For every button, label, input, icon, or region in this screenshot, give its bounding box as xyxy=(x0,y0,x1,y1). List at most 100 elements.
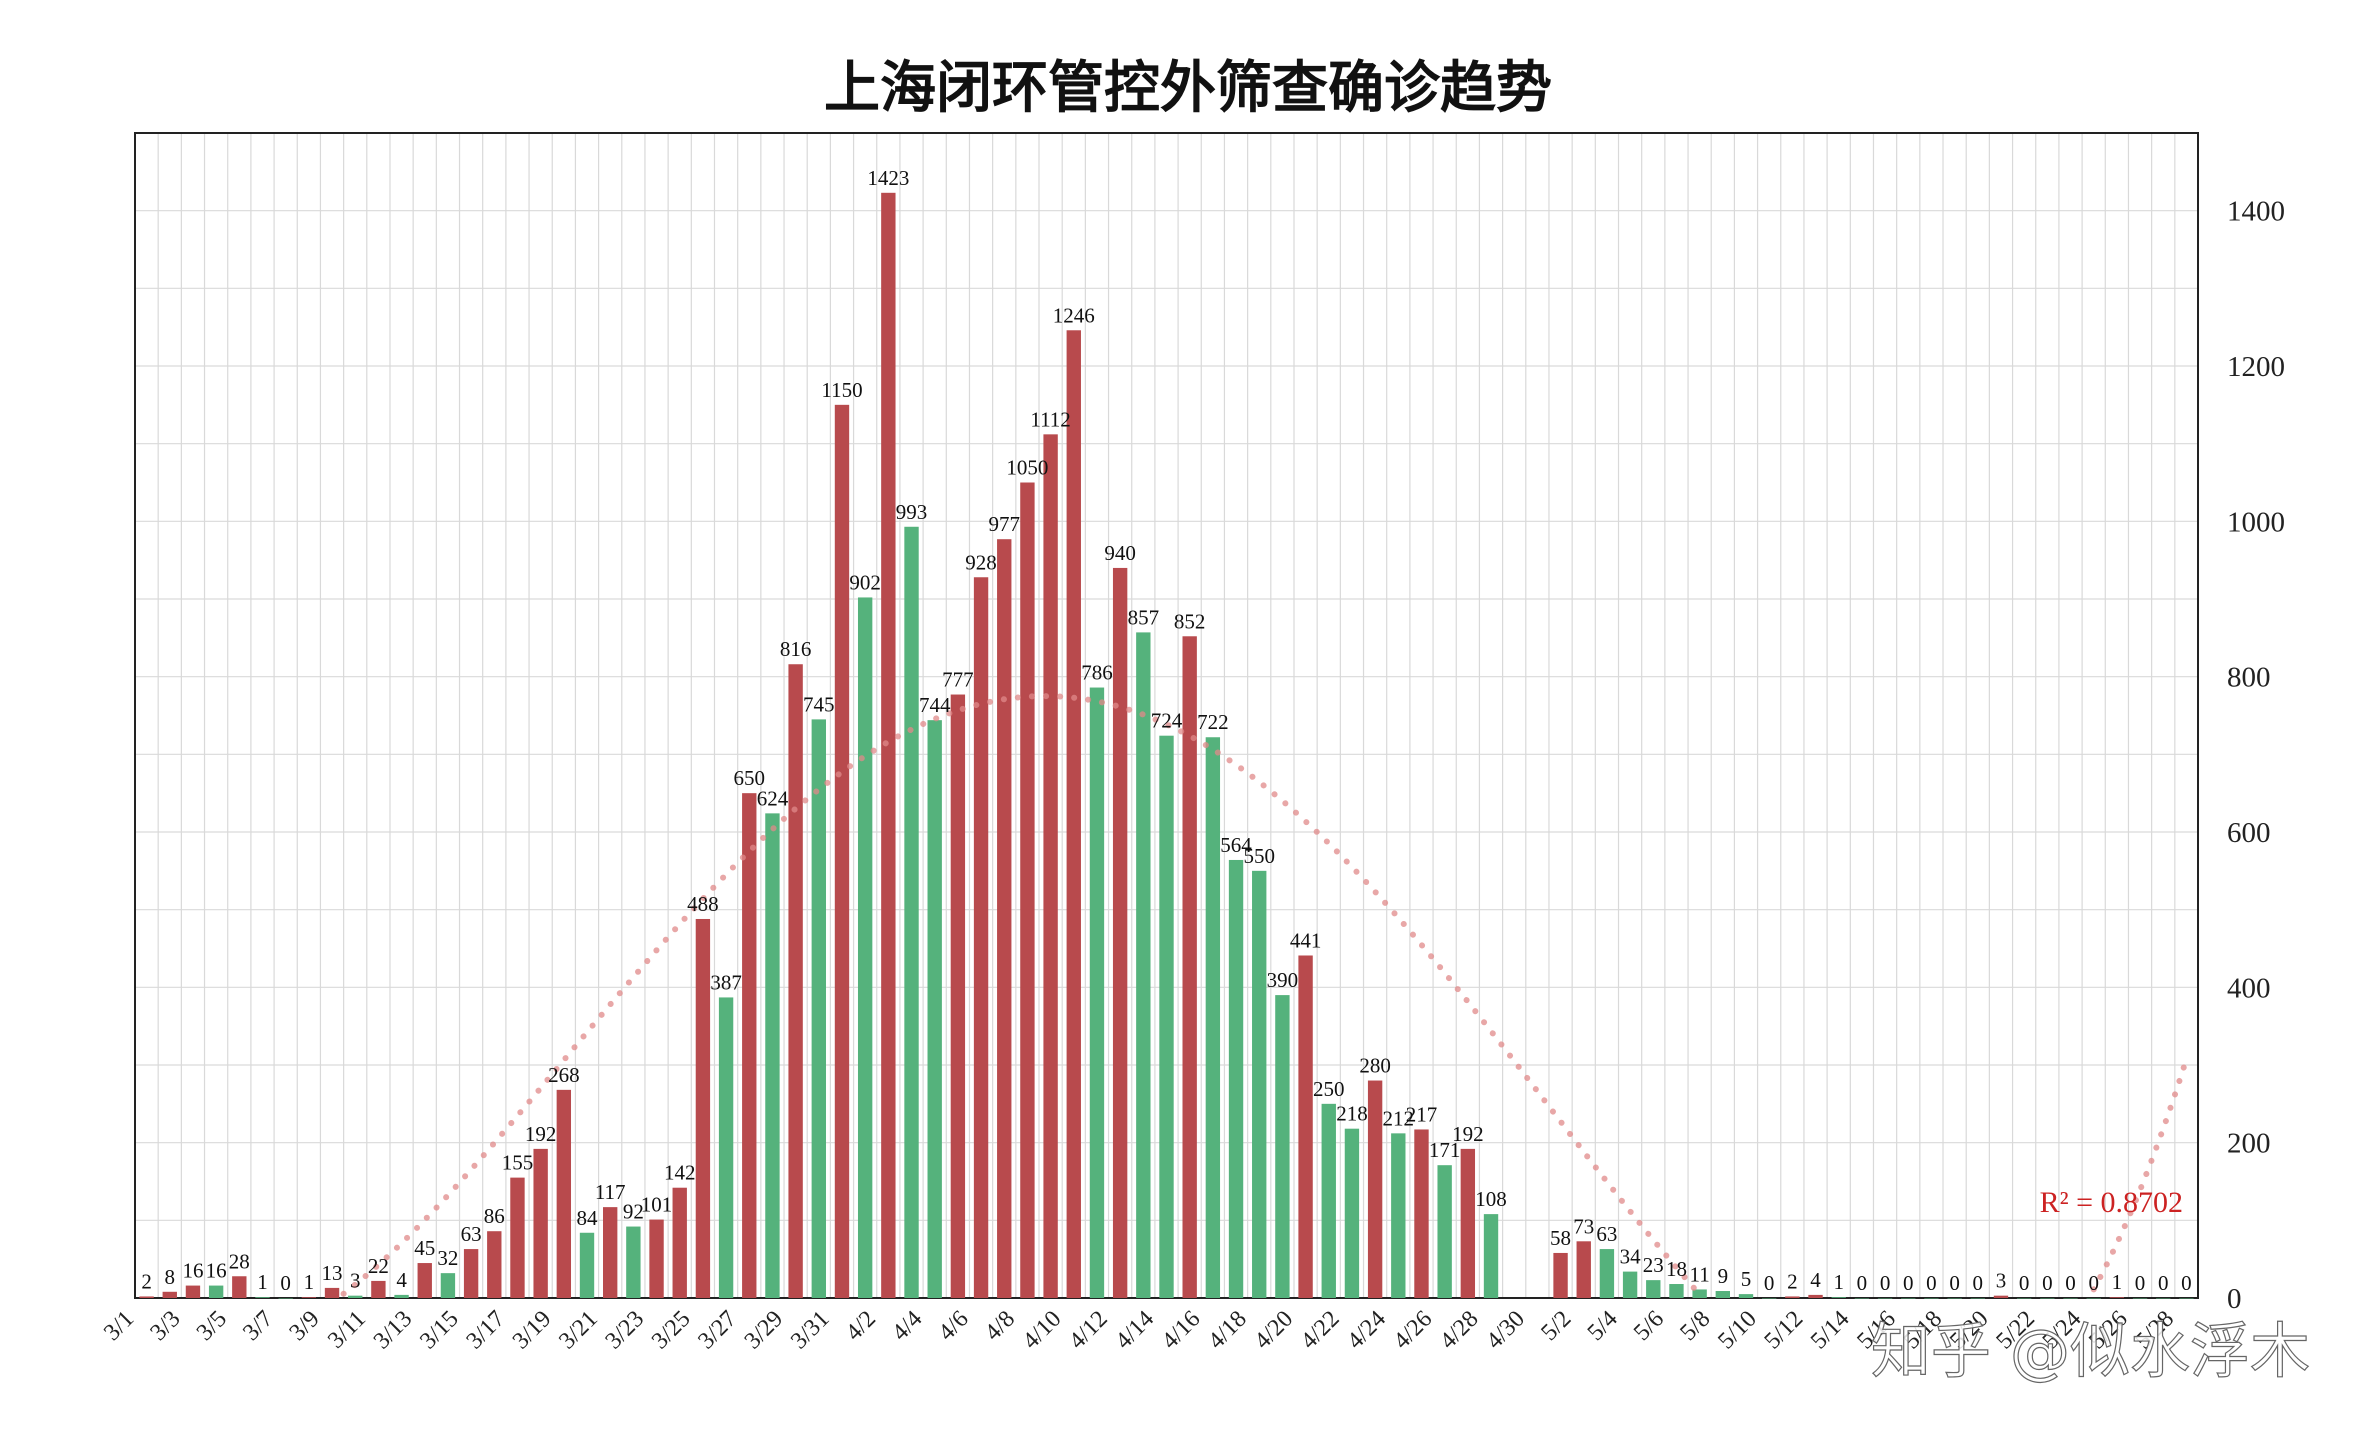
data-label: 744 xyxy=(919,693,951,717)
r-squared-label: R² = 0.8702 xyxy=(2040,1186,2183,1219)
x-tick-label: 4/20 xyxy=(1250,1306,1299,1355)
bar xyxy=(348,1295,363,1298)
data-label: 218 xyxy=(1336,1102,1368,1126)
data-label: 0 xyxy=(1949,1271,1960,1295)
data-label: 63 xyxy=(461,1222,482,1246)
bar xyxy=(463,1249,479,1298)
data-label: 564 xyxy=(1220,833,1252,857)
data-label: 217 xyxy=(1406,1102,1438,1126)
bar xyxy=(1854,1298,1870,1299)
bar xyxy=(139,1296,154,1298)
x-tick-label: 5/12 xyxy=(1760,1306,1809,1355)
data-label: 1 xyxy=(304,1270,315,1294)
y-tick-label: 0 xyxy=(2227,1283,2242,1315)
x-tick-label: 4/14 xyxy=(1111,1306,1160,1355)
data-label: 0 xyxy=(1880,1271,1891,1295)
bar xyxy=(1252,870,1267,1298)
bar xyxy=(208,1285,224,1298)
data-label: 192 xyxy=(525,1122,557,1146)
bar xyxy=(2086,1298,2101,1299)
data-label: 0 xyxy=(1857,1271,1868,1295)
data-label: 3 xyxy=(350,1269,361,1293)
bar xyxy=(881,192,896,1298)
data-label: 16 xyxy=(206,1259,227,1283)
data-label: 117 xyxy=(595,1180,626,1204)
bar xyxy=(1669,1284,1684,1298)
data-label: 280 xyxy=(1359,1054,1391,1078)
bar xyxy=(556,1089,572,1298)
bar xyxy=(1228,859,1244,1298)
data-label: 101 xyxy=(641,1193,673,1217)
x-tick-label: 4/30 xyxy=(1481,1306,1530,1355)
bar xyxy=(232,1276,247,1298)
bar xyxy=(649,1219,664,1298)
data-label: 1 xyxy=(257,1270,268,1294)
bar xyxy=(834,404,850,1298)
x-tick-label: 4/6 xyxy=(934,1306,974,1346)
data-label: 650 xyxy=(734,766,766,790)
y-axis: 0 200 400 600 800 1000 1200 1400 xyxy=(2227,196,2285,1315)
bar xyxy=(1112,567,1128,1298)
data-label: 5 xyxy=(1741,1267,1752,1291)
bar xyxy=(1066,330,1081,1299)
data-label: 0 xyxy=(2065,1271,2076,1295)
data-label: 1050 xyxy=(1006,456,1048,480)
bar xyxy=(2016,1298,2032,1299)
data-label: 928 xyxy=(965,550,997,574)
bar xyxy=(394,1294,409,1298)
bar xyxy=(626,1226,641,1298)
bar xyxy=(1993,1295,2009,1298)
data-label: 1 xyxy=(2112,1270,2123,1294)
x-tick-label: 3/27 xyxy=(693,1306,742,1355)
bar xyxy=(1043,434,1058,1298)
data-label: 777 xyxy=(942,668,974,692)
x-tick-label: 3/19 xyxy=(508,1306,557,1355)
y-tick-label: 800 xyxy=(2227,662,2271,694)
bar xyxy=(1622,1271,1638,1298)
bar xyxy=(1437,1165,1452,1298)
bar xyxy=(1089,687,1105,1298)
x-tick-label: 3/23 xyxy=(601,1306,650,1355)
data-label: 852 xyxy=(1174,609,1206,633)
x-tick-label: 3/3 xyxy=(146,1306,186,1346)
x-tick-label: 3/15 xyxy=(415,1306,464,1355)
x-tick-label: 4/4 xyxy=(887,1306,927,1346)
data-label: 58 xyxy=(1550,1226,1571,1250)
bar xyxy=(857,597,873,1298)
data-label: 0 xyxy=(2181,1271,2192,1295)
data-label: 28 xyxy=(229,1249,250,1273)
data-label: 32 xyxy=(437,1246,458,1270)
bar xyxy=(1970,1298,1985,1299)
data-label: 11 xyxy=(1690,1262,1710,1286)
data-label: 22 xyxy=(368,1254,389,1278)
bar xyxy=(1321,1103,1336,1298)
grid xyxy=(134,133,2199,1298)
bar xyxy=(1877,1298,1893,1299)
bar xyxy=(742,793,757,1298)
bar xyxy=(324,1287,340,1298)
x-tick-label: 3/17 xyxy=(462,1306,511,1355)
data-label: 387 xyxy=(710,970,742,994)
y-tick-label: 600 xyxy=(2227,817,2271,849)
data-label: 0 xyxy=(2019,1271,2030,1295)
bar xyxy=(1275,995,1290,1298)
x-tick-label: 5/10 xyxy=(1713,1306,1762,1355)
data-label: 45 xyxy=(414,1236,435,1260)
bar xyxy=(1808,1294,1823,1298)
x-tick-label: 3/21 xyxy=(554,1306,603,1355)
data-label: 0 xyxy=(280,1271,291,1295)
bar xyxy=(1646,1280,1661,1298)
bar xyxy=(1715,1291,1731,1298)
data-label: 250 xyxy=(1313,1077,1345,1101)
y-tick-label: 1200 xyxy=(2227,351,2285,383)
x-tick-label: 3/5 xyxy=(192,1306,232,1346)
x-tick-label: 4/26 xyxy=(1389,1306,1438,1355)
data-label: 993 xyxy=(896,500,928,524)
data-label: 34 xyxy=(1620,1245,1642,1269)
bar xyxy=(904,526,919,1298)
bar xyxy=(162,1291,177,1298)
bar xyxy=(1483,1214,1499,1298)
x-tick-label: 3/9 xyxy=(285,1306,325,1346)
x-tick-label: 5/4 xyxy=(1583,1306,1623,1346)
